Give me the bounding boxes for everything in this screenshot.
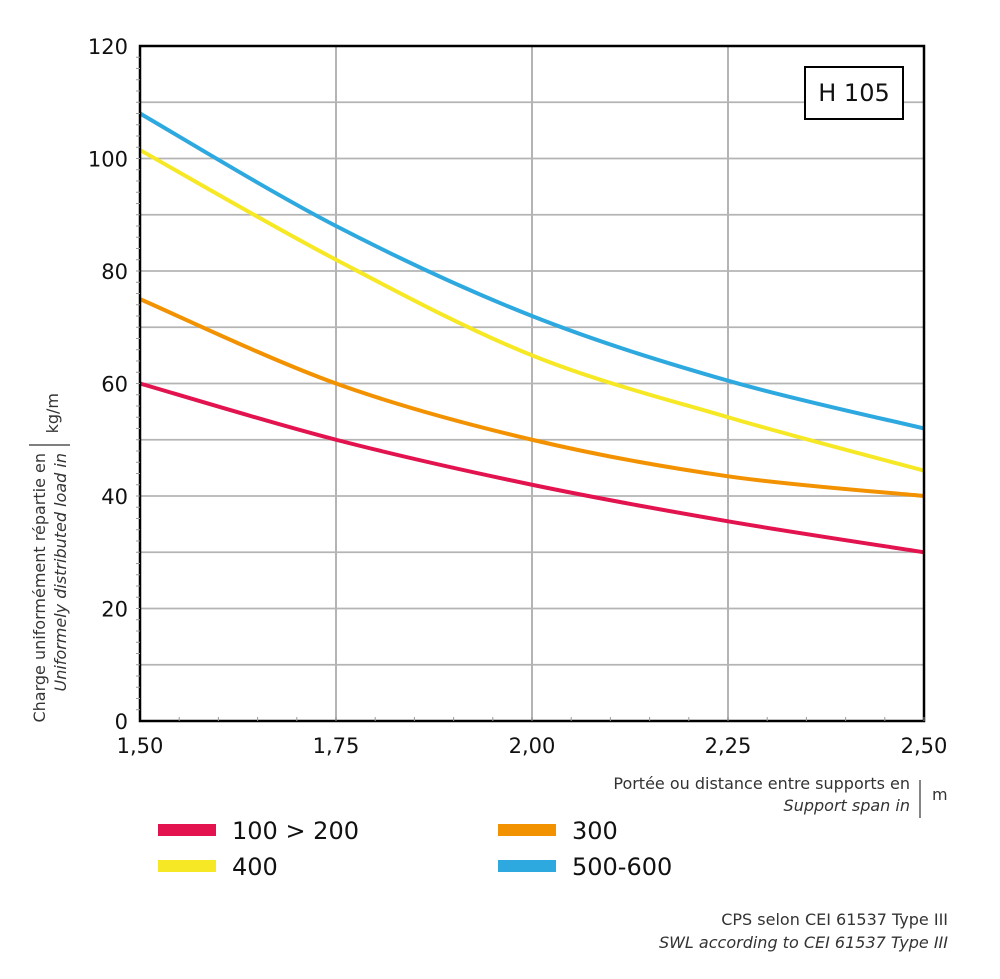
series-lines bbox=[139, 111, 925, 555]
y-label-en: Uniformely distributed load in bbox=[51, 453, 70, 691]
series-line bbox=[139, 148, 925, 473]
legend-label: 100 > 200 bbox=[232, 817, 359, 845]
series-line bbox=[139, 111, 925, 431]
legend-swatch bbox=[158, 860, 216, 872]
legend-label: 300 bbox=[572, 817, 618, 845]
y-tick-label: 20 bbox=[101, 598, 128, 622]
badge-text: H 105 bbox=[818, 79, 889, 107]
series-line bbox=[139, 297, 925, 498]
x-tick-label: 2,00 bbox=[509, 734, 556, 758]
legend-swatch bbox=[158, 824, 216, 836]
x-label-en: Support span in bbox=[784, 796, 910, 815]
series-line bbox=[139, 381, 925, 555]
x-tick-label: 2,25 bbox=[705, 734, 752, 758]
grid bbox=[140, 46, 924, 721]
y-tick-label: 80 bbox=[101, 260, 128, 284]
legend-label: 400 bbox=[232, 853, 278, 881]
x-tick-label: 1,50 bbox=[117, 734, 164, 758]
legend: 100 > 200 300 400 500-600 bbox=[158, 817, 672, 881]
footnote-fr: CPS selon CEI 61537 Type III bbox=[721, 910, 948, 929]
x-unit: m bbox=[932, 785, 948, 804]
x-tick-label: 2,50 bbox=[901, 734, 948, 758]
y-tick-label: 40 bbox=[101, 485, 128, 509]
legend-swatch bbox=[498, 860, 556, 872]
y-tick-label: 120 bbox=[88, 35, 128, 59]
x-axis-label: Portée ou distance entre supports en Sup… bbox=[613, 774, 948, 818]
footnote-en: SWL according to CEI 61537 Type III bbox=[659, 933, 948, 952]
y-tick-label: 0 bbox=[115, 710, 128, 734]
y-tick-label: 60 bbox=[101, 373, 128, 397]
x-tick-label: 1,75 bbox=[313, 734, 360, 758]
x-label-fr: Portée ou distance entre supports en bbox=[613, 774, 910, 793]
legend-swatch bbox=[498, 824, 556, 836]
y-axis-label: Charge uniformément répartie en Uniforme… bbox=[29, 393, 70, 723]
y-tick-label: 100 bbox=[88, 148, 128, 172]
legend-label: 500-600 bbox=[572, 853, 672, 881]
y-unit: kg/m bbox=[43, 393, 62, 433]
y-label-fr: Charge uniformément répartie en bbox=[30, 453, 49, 723]
badge: H 105 bbox=[804, 66, 904, 120]
axis-ticks: 0 20 40 60 80 100 120 1,50 1,75 2,00 2,25 2,50 bbox=[88, 35, 947, 758]
